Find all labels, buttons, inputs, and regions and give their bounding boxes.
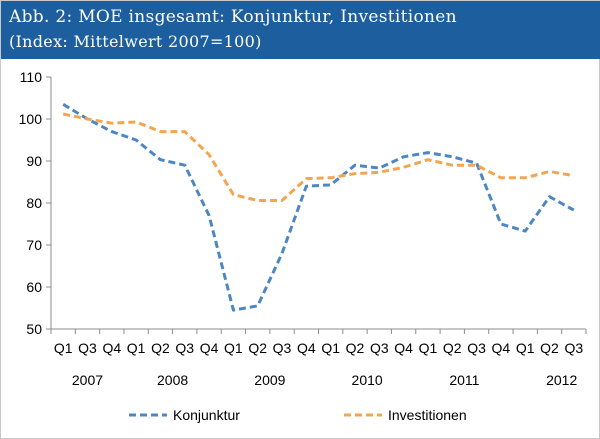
y-tick-label: 100	[19, 111, 43, 127]
year-label: 2011	[449, 372, 479, 388]
figure-subtitle: (Index: Mittelwert 2007=100)	[9, 32, 262, 51]
legend-label: Investitionen	[388, 407, 467, 423]
x-tick-label: Q3	[370, 340, 389, 356]
x-tick-label: Q4	[394, 340, 413, 356]
year-label: 2009	[254, 372, 285, 388]
x-tick-label: Q4	[297, 340, 316, 356]
x-tick-label: Q4	[200, 340, 219, 356]
y-tick-label: 60	[26, 279, 42, 295]
x-tick-label: Q3	[175, 340, 194, 356]
figure-title: Abb. 2: MOE insgesamt: Konjunktur, Inves…	[9, 7, 457, 27]
x-tick-label: Q3	[78, 340, 97, 356]
series-line-konjunktur	[62, 103, 575, 312]
x-tick-label: Q1	[224, 340, 243, 356]
x-tick-label: Q2	[540, 340, 559, 356]
x-tick-label: Q1	[321, 340, 340, 356]
legend-label: Konjunktur	[173, 407, 240, 423]
x-tick-label: Q3	[564, 340, 583, 356]
x-tick-label: Q1	[419, 340, 438, 356]
line-chart: 50 60 70 80 90 100 110 Q1 Q3 Q4 Q1 Q2 Q3 Q4 Q1 Q2 Q3 Q4 Q1…	[19, 69, 587, 423]
x-tick-label: Q2	[443, 340, 462, 356]
y-tick-label: 110	[20, 69, 43, 85]
year-label: 2010	[352, 372, 383, 388]
x-tick-label: Q4	[492, 340, 511, 356]
y-tick-label: 50	[26, 321, 42, 337]
figure-header: Abb. 2: MOE insgesamt: Konjunktur, Inves…	[1, 1, 600, 59]
x-tick-label: Q4	[102, 340, 121, 356]
year-label: 2008	[157, 372, 188, 388]
series-line-investitionen	[62, 112, 575, 202]
x-tick-label: Q3	[467, 340, 486, 356]
y-tick-label: 80	[26, 195, 42, 211]
year-label: 2007	[72, 372, 103, 388]
x-tick-label: Q2	[248, 340, 267, 356]
x-tick-label: Q1	[516, 340, 535, 356]
year-label: 2012	[546, 372, 577, 388]
x-tick-label: Q1	[54, 340, 73, 356]
x-tick-label: Q2	[346, 340, 365, 356]
y-tick-label: 90	[26, 153, 42, 169]
x-tick-label: Q3	[273, 340, 292, 356]
x-tick-label: Q2	[151, 340, 170, 356]
x-tick-label: Q1	[127, 340, 146, 356]
y-tick-label: 70	[26, 237, 42, 253]
